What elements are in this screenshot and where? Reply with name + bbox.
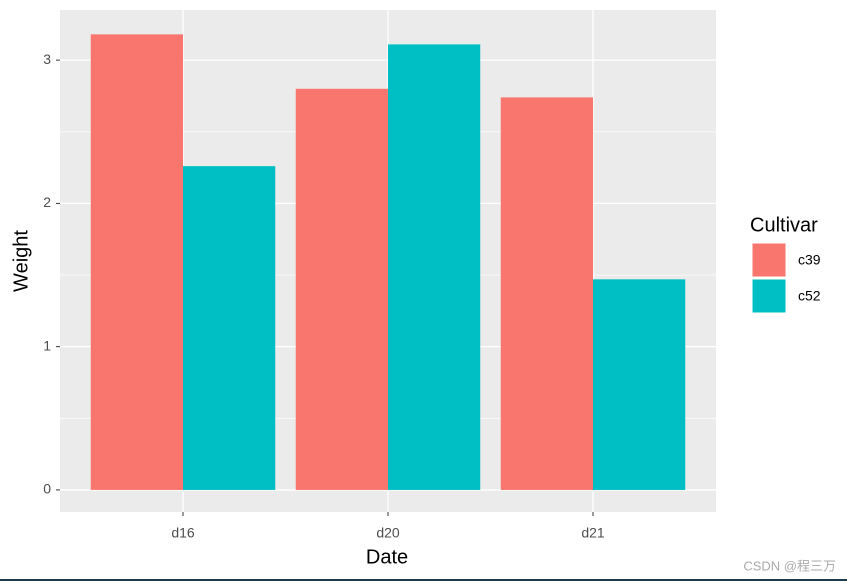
legend-key (751, 278, 787, 314)
bar (500, 97, 593, 490)
x-tick-label: d21 (581, 525, 605, 541)
bar (295, 88, 388, 490)
legend-key (751, 242, 787, 278)
y-tick-label: 2 (43, 194, 51, 210)
y-tick-label: 3 (43, 51, 51, 67)
x-tick-label: d20 (376, 525, 400, 541)
legend-label: c39 (798, 252, 821, 268)
bar (388, 44, 481, 490)
y-axis-title: Weight (10, 230, 32, 292)
legend-label: c52 (798, 288, 821, 304)
bar (593, 279, 686, 490)
x-axis-title: Date (366, 546, 408, 568)
legend-title: Cultivar (750, 214, 818, 236)
x-tick-label: d16 (171, 525, 195, 541)
y-tick-label: 1 (43, 337, 51, 353)
bar (90, 34, 183, 490)
watermark: CSDN @程三万 (743, 558, 836, 573)
bar (183, 166, 276, 490)
y-tick-label: 0 (43, 481, 51, 497)
